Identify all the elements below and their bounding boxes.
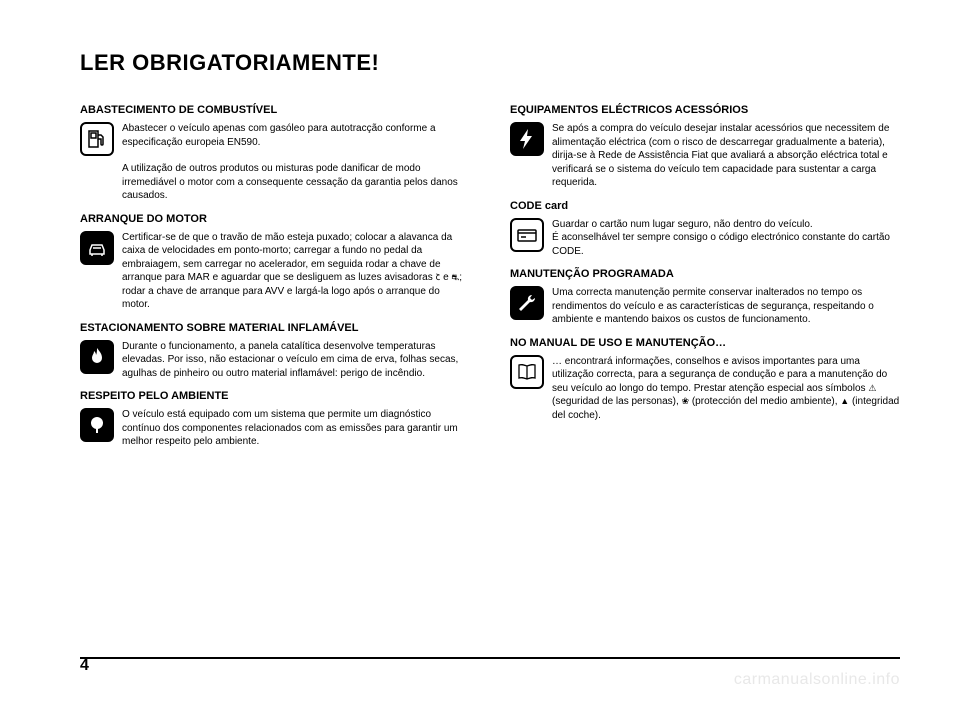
flame-icon [80,340,114,374]
engine-text-b: e [440,272,451,283]
manual-text: … encontrará informações, conselhos e av… [552,355,900,423]
section-manual: … encontrará informações, conselhos e av… [510,355,900,423]
content-columns: ABASTECIMENTO DE COMBUSTÍVEL Abastecer o… [80,104,900,455]
code-card-text-2: É aconselhável ter sempre consigo o códi… [552,232,890,257]
page-number: 4 [80,657,89,675]
environment-text: O veículo está equipado com um sistema q… [122,408,470,449]
manual-page: LER OBRIGATORIAMENTE! ABASTECIMENTO DE C… [0,0,960,485]
heading-electrical: EQUIPAMENTOS ELÉCTRICOS ACESSÓRIOS [510,104,900,116]
heading-maintenance: MANUTENÇÃO PROGRAMADA [510,268,900,280]
section-environment: O veículo está equipado com um sistema q… [80,408,470,449]
engine-text: Certificar-se de que o travão de mão est… [122,231,470,312]
section-electrical: Se após a compra do veículo desejar inst… [510,122,900,190]
section-code-card: Guardar o cartão num lugar seguro, não d… [510,218,900,259]
fuel-text-2: A utilização de outros produtos ou mistu… [122,162,470,203]
wrench-icon [510,286,544,320]
heading-code-card: CODE card [510,200,900,212]
flammable-text: Durante o funcionamento, a panela catalí… [122,340,470,381]
electrical-text: Se após a compra do veículo desejar inst… [552,122,900,190]
bolt-icon [510,122,544,156]
environment-symbol-icon: ❀ [682,395,690,407]
right-column: EQUIPAMENTOS ELÉCTRICOS ACESSÓRIOS Se ap… [510,104,900,455]
manual-text-c: (protección del medio ambiente), [689,396,840,407]
section-engine-start: Certificar-se de que o travão de mão est… [80,231,470,312]
card-icon [510,218,544,252]
manual-text-b: (seguridad de las personas), [552,396,682,407]
heading-flammable: ESTACIONAMENTO SOBRE MATERIAL INFLAMÁVEL [80,322,470,334]
footer-rule [80,657,900,659]
section-fuel: Abastecer o veículo apenas com gasóleo p… [80,122,470,156]
heading-fuel: ABASTECIMENTO DE COMBUSTÍVEL [80,104,470,116]
heading-environment: RESPEITO PELO AMBIENTE [80,390,470,402]
page-title: LER OBRIGATORIAMENTE! [80,50,900,76]
manual-text-a: … encontrará informações, conselhos e av… [552,356,887,394]
left-column: ABASTECIMENTO DE COMBUSTÍVEL Abastecer o… [80,104,470,455]
code-card-text-1: Guardar o cartão num lugar seguro, não d… [552,219,813,230]
heading-manual: NO MANUAL DE USO E MANUTENÇÃO… [510,337,900,349]
maintenance-text: Uma correcta manutenção permite conserva… [552,286,900,327]
engine-text-a: Certificar-se de que o travão de mão est… [122,232,452,284]
tree-icon [80,408,114,442]
fuel-pump-icon [80,122,114,156]
section-flammable: Durante o funcionamento, a panela catalí… [80,340,470,381]
watermark: carmanualsonline.info [734,671,900,689]
section-maintenance: Uma correcta manutenção permite conserva… [510,286,900,327]
person-safety-icon: ⚠ [868,382,876,394]
car-front-icon [80,231,114,265]
heading-engine-start: ARRANQUE DO MOTOR [80,213,470,225]
fuel-text-1: Abastecer o veículo apenas com gasóleo p… [122,122,470,149]
code-card-text: Guardar o cartão num lugar seguro, não d… [552,218,900,259]
book-icon [510,355,544,389]
car-integrity-icon: ▲ [840,395,849,407]
